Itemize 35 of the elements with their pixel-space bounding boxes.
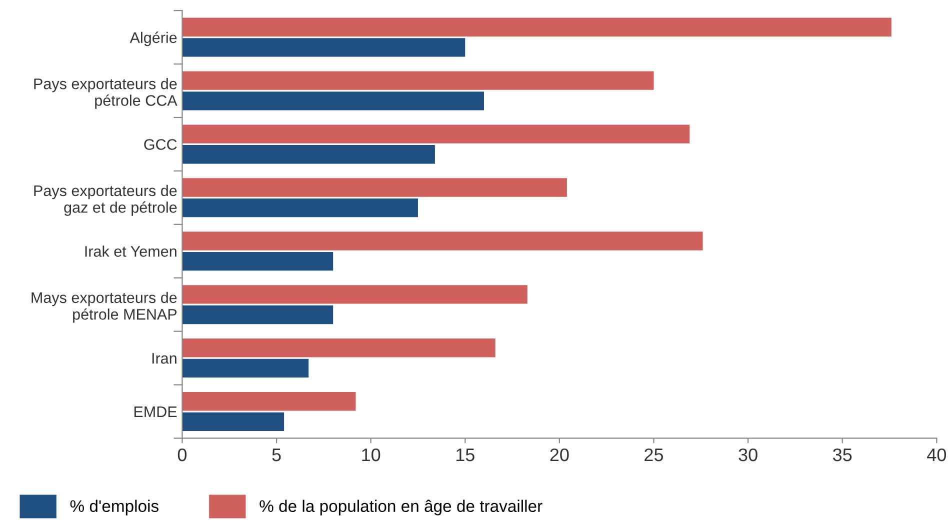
x-tick-label: 10 <box>362 448 380 462</box>
bar <box>182 124 690 144</box>
bar <box>182 145 435 164</box>
y-tick-label: Pays exportateurs de gaz et de pétrole <box>34 184 177 216</box>
y-tick-label: EMDE <box>134 406 177 418</box>
x-tick-label: 30 <box>738 448 758 462</box>
bar <box>182 18 892 36</box>
x-tick-label: 40 <box>927 448 946 462</box>
legend-label: % d'emplois <box>70 500 158 516</box>
bar <box>182 285 528 304</box>
bar <box>182 92 484 110</box>
bar <box>182 252 334 271</box>
bar <box>182 338 496 358</box>
bar <box>182 305 334 324</box>
y-tick-label: Mays exportateurs de pétrole MENAP <box>32 292 177 323</box>
bar <box>182 178 567 197</box>
bar <box>182 232 703 250</box>
y-tick-label: GCC <box>144 139 177 150</box>
bar <box>182 38 466 57</box>
x-tick-label: 35 <box>833 448 852 462</box>
legend-label: % de la population en âge de travailler <box>260 500 542 516</box>
x-tick-label: 15 <box>456 448 474 462</box>
bar <box>182 412 284 432</box>
bar <box>182 392 356 411</box>
bar <box>182 358 309 378</box>
bar <box>182 198 418 218</box>
x-tick-label: 5 <box>272 448 281 462</box>
y-tick-label: Iran <box>152 353 176 364</box>
bar <box>182 71 654 90</box>
x-tick-label: 25 <box>644 448 664 462</box>
y-tick-label: Algérie <box>130 32 177 46</box>
y-tick-label: Pays exportateurs de pétrole CCA <box>34 78 178 109</box>
x-tick-label: 20 <box>550 448 569 462</box>
y-tick-label: Irak et Yemen <box>85 246 176 257</box>
x-tick-label: 0 <box>178 448 187 462</box>
